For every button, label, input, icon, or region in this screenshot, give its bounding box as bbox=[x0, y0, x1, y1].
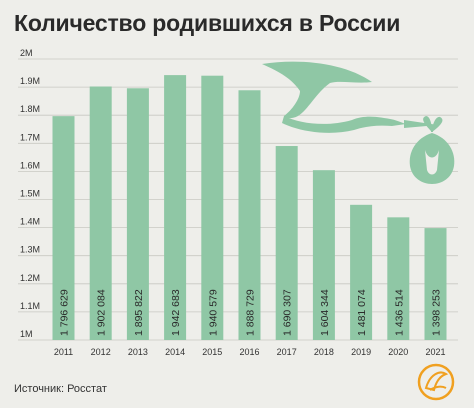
stork-illustration bbox=[262, 61, 455, 184]
y-tick-label: 1.2M bbox=[20, 273, 40, 283]
y-tick-label: 1.7M bbox=[20, 132, 40, 142]
x-tick-label: 2016 bbox=[239, 347, 259, 357]
bar-value-label: 1 942 683 bbox=[170, 289, 182, 336]
bar bbox=[424, 228, 447, 340]
bar-value-label: 1 604 344 bbox=[319, 289, 331, 336]
value-labels: 1 796 629 1 902 084 1 895 822 1 942 683 1 94… bbox=[59, 289, 443, 336]
y-tick-label: 1.8M bbox=[20, 104, 40, 114]
bundle-knot bbox=[423, 116, 443, 132]
bar-value-label: 1 940 579 bbox=[207, 289, 219, 336]
y-tick-label: 1.5M bbox=[20, 189, 40, 199]
y-tick-label: 2M bbox=[20, 48, 33, 58]
bar bbox=[275, 146, 298, 340]
bar bbox=[312, 170, 335, 340]
y-tick-label: 1M bbox=[20, 329, 33, 339]
bar bbox=[164, 75, 187, 340]
bar-value-label: 1 796 629 bbox=[59, 289, 71, 336]
bar-value-label: 1 481 074 bbox=[356, 289, 368, 336]
bar-value-label: 1 398 253 bbox=[431, 289, 443, 336]
bar bbox=[52, 116, 75, 340]
x-tick-label: 2015 bbox=[202, 347, 222, 357]
bar bbox=[126, 88, 149, 340]
y-tick-label: 1.6M bbox=[20, 160, 40, 170]
stork-beak bbox=[404, 120, 438, 128]
bar-value-label: 1 690 307 bbox=[282, 289, 294, 336]
bundle-fold bbox=[425, 150, 439, 175]
y-axis-ticks: 1M 1.1M 1.2M 1.3M 1.4M 1.5M 1.6M 1.7M 1.8M 1.9M 2M bbox=[20, 48, 40, 339]
x-tick-label: 2021 bbox=[425, 347, 445, 357]
x-axis-ticks: 2011 2012 2013 2014 2015 2016 2017 2018 2019 2020… bbox=[54, 347, 446, 357]
stork-wing bbox=[262, 61, 372, 119]
bar bbox=[238, 90, 261, 340]
x-tick-label: 2013 bbox=[128, 347, 148, 357]
x-tick-label: 2014 bbox=[165, 347, 185, 357]
x-tick-label: 2011 bbox=[54, 347, 73, 357]
y-tick-label: 1.1M bbox=[20, 301, 40, 311]
source-note: Источник: Росстат bbox=[14, 383, 107, 395]
bar-value-label: 1 436 514 bbox=[393, 289, 405, 336]
chart-title: Количество родившихся в России bbox=[14, 10, 401, 36]
x-tick-label: 2018 bbox=[314, 347, 334, 357]
x-tick-label: 2012 bbox=[91, 347, 111, 357]
bar-value-label: 1 895 822 bbox=[133, 289, 145, 336]
bars bbox=[52, 75, 447, 341]
logo-icon bbox=[417, 363, 455, 401]
stork-neck bbox=[282, 116, 406, 133]
x-tick-label: 2019 bbox=[351, 347, 371, 357]
x-tick-label: 2020 bbox=[388, 347, 408, 357]
bar bbox=[350, 204, 373, 340]
y-tick-label: 1.3M bbox=[20, 245, 40, 255]
bar-value-label: 1 902 084 bbox=[96, 289, 108, 336]
bar-value-label: 1 888 729 bbox=[245, 289, 257, 336]
bar bbox=[89, 86, 112, 340]
y-tick-label: 1.9M bbox=[20, 76, 40, 86]
bar bbox=[201, 75, 224, 341]
y-tick-label: 1.4M bbox=[20, 217, 40, 227]
bar bbox=[387, 217, 410, 340]
x-tick-label: 2017 bbox=[277, 347, 297, 357]
